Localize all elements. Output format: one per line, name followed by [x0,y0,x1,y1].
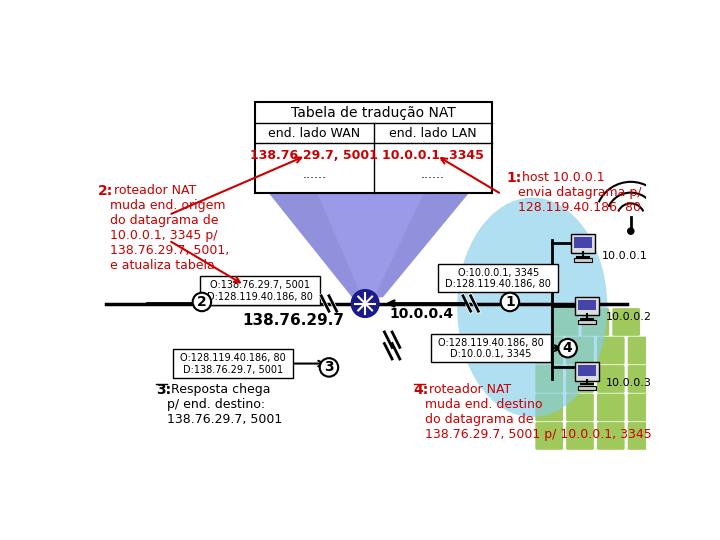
Text: 4:: 4: [414,383,429,397]
Circle shape [193,293,211,311]
FancyBboxPatch shape [566,422,594,450]
FancyBboxPatch shape [577,365,596,376]
Circle shape [320,358,338,377]
FancyBboxPatch shape [566,336,594,365]
Text: 4: 4 [563,341,572,355]
FancyBboxPatch shape [628,422,655,450]
FancyBboxPatch shape [571,234,595,253]
Text: D:10.0.0.1, 3345: D:10.0.0.1, 3345 [450,349,531,359]
Text: 10.0.0.3: 10.0.0.3 [606,378,652,388]
Text: D:128.119.40.186, 80: D:128.119.40.186, 80 [446,279,552,289]
Text: end. lado WAN: end. lado WAN [269,127,361,140]
Text: 138.76.29.7: 138.76.29.7 [243,313,345,328]
Text: 138.76.29.7, 5001: 138.76.29.7, 5001 [251,149,378,162]
Circle shape [351,289,379,318]
FancyBboxPatch shape [574,237,593,248]
Ellipse shape [457,198,607,417]
Text: O:128.119.40.186, 80: O:128.119.40.186, 80 [438,338,544,348]
Text: 2: 2 [197,295,207,309]
Text: 1: 1 [505,295,515,309]
FancyBboxPatch shape [566,365,594,393]
FancyBboxPatch shape [577,386,596,390]
Text: 3: 3 [324,360,334,374]
Text: O:10.0.0.1, 3345: O:10.0.0.1, 3345 [458,268,539,278]
FancyBboxPatch shape [431,334,551,362]
FancyBboxPatch shape [582,308,609,336]
Polygon shape [311,179,431,292]
Text: ......: ...... [421,168,445,181]
FancyBboxPatch shape [551,308,578,336]
Text: 10.0.0.4: 10.0.0.4 [390,307,454,321]
Circle shape [559,339,577,357]
Text: D:138.76.29.7, 5001: D:138.76.29.7, 5001 [183,364,283,375]
FancyBboxPatch shape [255,102,492,193]
FancyBboxPatch shape [628,394,655,421]
FancyBboxPatch shape [612,308,640,336]
FancyBboxPatch shape [535,365,563,393]
Text: roteador NAT
muda end. destino
do datagrama de
138.76.29.7, 5001 p/ 10.0.0.1, 33: roteador NAT muda end. destino do datagr… [426,383,652,441]
Text: 3:: 3: [156,383,171,397]
Circle shape [628,228,634,234]
FancyBboxPatch shape [577,300,596,310]
Polygon shape [257,179,481,298]
FancyBboxPatch shape [628,336,655,365]
FancyBboxPatch shape [574,258,593,262]
FancyBboxPatch shape [575,362,599,381]
FancyBboxPatch shape [535,336,563,365]
FancyBboxPatch shape [535,394,563,421]
FancyBboxPatch shape [575,296,599,315]
FancyBboxPatch shape [535,422,563,450]
Text: host 10.0.0.1
envia datagrama p/
128.119.40.186, 80: host 10.0.0.1 envia datagrama p/ 128.119… [518,171,641,214]
Text: ......: ...... [302,168,326,181]
Text: 10.0.0.1, 3345: 10.0.0.1, 3345 [382,149,484,162]
Text: O:128.119.40.186, 80: O:128.119.40.186, 80 [180,353,286,363]
Text: Resposta chega
p/ end. destino:
138.76.29.7, 5001: Resposta chega p/ end. destino: 138.76.2… [167,383,282,426]
FancyBboxPatch shape [438,264,559,292]
FancyBboxPatch shape [597,422,625,450]
Text: 10.0.0.1: 10.0.0.1 [602,251,647,261]
FancyBboxPatch shape [577,320,596,325]
FancyBboxPatch shape [173,349,293,378]
Text: O:138.76.29.7, 5001: O:138.76.29.7, 5001 [210,280,310,290]
Text: 2:: 2: [98,184,113,198]
FancyBboxPatch shape [597,394,625,421]
FancyBboxPatch shape [199,276,320,305]
Text: D:128.119.40.186, 80: D:128.119.40.186, 80 [207,292,312,301]
Text: 10.0.0.2: 10.0.0.2 [606,312,652,322]
Circle shape [500,293,519,311]
Text: 1:: 1: [506,171,521,185]
FancyBboxPatch shape [628,365,655,393]
FancyBboxPatch shape [566,394,594,421]
FancyBboxPatch shape [597,365,625,393]
Text: end. lado LAN: end. lado LAN [389,127,477,140]
Text: Tabela de tradução NAT: Tabela de tradução NAT [292,106,456,120]
FancyBboxPatch shape [597,336,625,365]
Text: roteador NAT
muda end. origem
do datagrama de
10.0.0.1, 3345 p/
138.76.29.7, 500: roteador NAT muda end. origem do datagra… [109,184,229,272]
